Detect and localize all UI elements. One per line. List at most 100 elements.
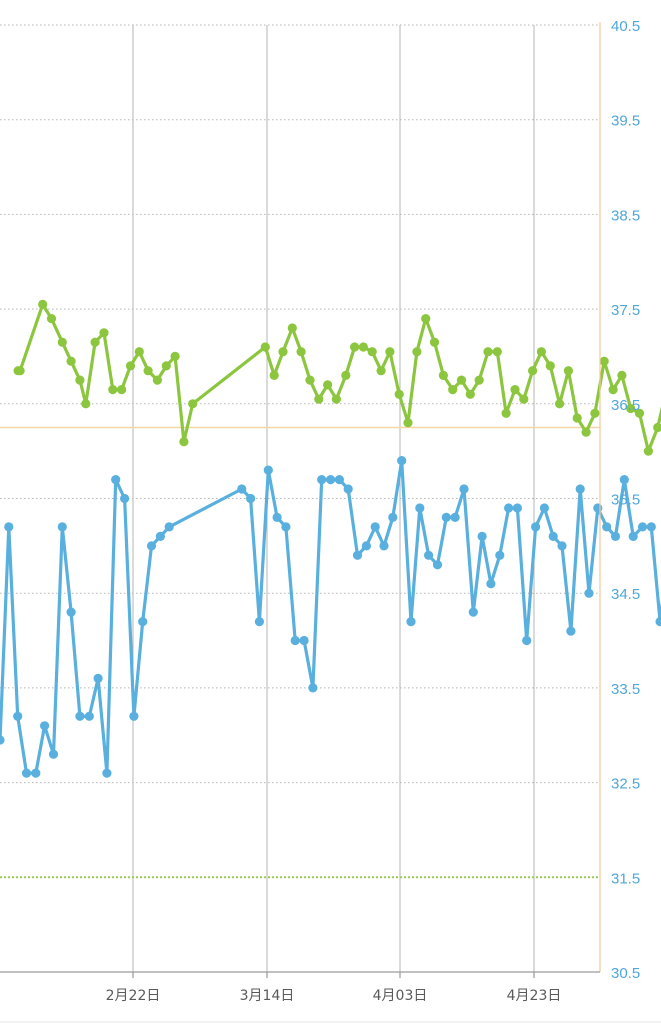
data-point-green [152,375,162,385]
series-line-blue [0,459,661,775]
data-point-blue [415,503,425,513]
data-point-green [341,370,351,380]
data-point-blue [486,579,496,589]
data-point-blue [477,531,487,542]
data-point-green [90,337,100,347]
data-point-blue [495,550,505,560]
series-green [13,299,661,456]
data-point-green [421,314,431,324]
data-point-green [385,347,395,357]
data-point-blue [628,531,638,542]
y-tick-label: 32.5 [611,776,640,793]
data-point-blue [290,635,300,646]
data-point-green [501,408,511,418]
data-point-green [134,347,144,357]
data-point-green [170,351,180,361]
reference-lines [0,426,600,879]
data-point-blue [13,711,23,721]
data-point-blue [575,484,585,494]
horizontal-gridlines [0,24,600,878]
data-point-blue [522,635,532,646]
y-tick-label: 34.5 [611,586,640,603]
data-point-blue [468,607,478,617]
data-point-blue [299,635,309,646]
data-point-blue [388,512,398,523]
data-point-green [108,385,118,395]
data-point-blue [272,512,282,523]
data-point-green [456,375,467,385]
data-point-blue [584,588,594,598]
data-point-green [15,366,25,376]
data-point-blue [566,626,576,636]
data-point-green [269,370,279,380]
data-point-green [179,437,189,447]
data-point-green [367,347,377,357]
series-line-green [16,302,661,453]
data-point-blue [102,768,112,778]
x-axis-labels: 2月22日 3月14日 4月03日 4月23日 [106,988,562,1004]
y-tick-label: 30.5 [611,965,640,982]
data-point-green [510,385,520,395]
y-tick-label: 37.5 [611,302,640,319]
data-point-green [161,361,171,371]
data-point-green [545,361,555,371]
data-point-blue [531,522,541,532]
x-tick-label: 4月03日 [373,988,428,1004]
series-blue [0,456,661,778]
data-point-green [305,375,315,385]
data-point-green [599,356,609,366]
data-point-green [581,427,591,437]
data-point-green [572,413,582,423]
data-point-green [394,389,404,399]
data-point-blue [40,721,50,731]
data-point-green [314,394,324,404]
data-point-green [528,366,538,376]
data-point-green [536,347,547,357]
data-point-green [350,342,360,352]
data-point-blue [379,541,389,551]
data-point-green [75,375,85,385]
data-point-blue [610,531,621,542]
data-point-green [403,418,413,428]
data-point-green [617,370,627,380]
data-point-blue [129,711,139,721]
data-point-blue [254,617,264,627]
data-point-green [438,370,448,380]
data-point-green [626,403,636,414]
data-point-blue [84,711,94,721]
data-point-green [376,366,386,376]
data-point-blue [370,522,380,532]
data-point-green [483,347,493,357]
data-point-blue [602,522,612,532]
data-point-green [429,337,440,347]
data-point-green [358,342,368,352]
data-point-green [492,347,502,357]
data-point-blue [361,541,371,551]
data-point-blue [432,560,443,570]
data-point-blue [424,550,434,560]
data-point-blue [655,617,661,627]
data-point-blue [512,503,523,513]
data-point-blue [93,673,103,684]
data-point-green [643,446,654,456]
data-point-blue [246,493,256,504]
data-point-green [296,347,306,357]
data-point-blue [539,503,550,513]
data-point-green [287,323,297,333]
y-tick-label: 36.5 [611,397,640,414]
data-point-blue [548,531,558,542]
data-point-blue [57,522,67,532]
data-point-green [448,385,458,395]
x-tick-label: 4月23日 [507,988,562,1004]
data-point-green [608,385,618,395]
y-tick-label: 31.5 [611,870,640,887]
data-point-green [465,389,475,399]
data-point-blue [146,541,157,551]
y-axis-labels: 40.5 39.5 38.5 37.5 36.5 35.5 34.5 33.5 32.5 31.5… [611,18,640,982]
data-point-blue [164,522,174,532]
data-point-green [260,342,270,352]
data-point-blue [31,768,41,778]
data-point-green [188,399,198,409]
data-point-green [117,385,127,395]
data-point-green [57,337,67,347]
